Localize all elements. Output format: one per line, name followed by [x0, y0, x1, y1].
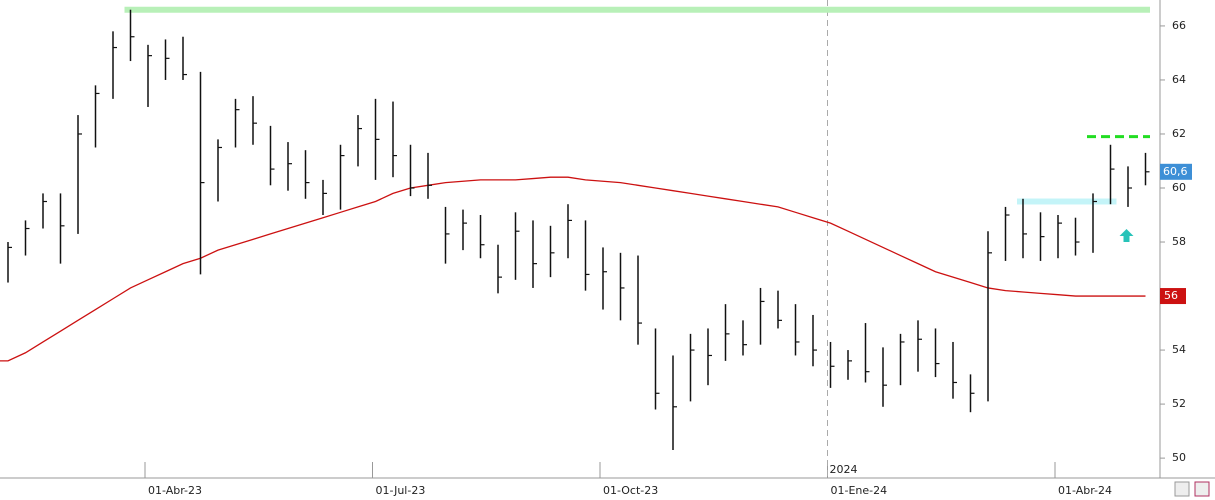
last-price-label: 60,6	[1163, 165, 1188, 178]
last-price-box	[1160, 163, 1192, 180]
x-tick-label: 01-Jul-23	[376, 484, 426, 497]
scale-button[interactable]	[1174, 481, 1190, 497]
y-tick-label: 58	[1172, 235, 1186, 248]
y-tick-label: 66	[1172, 19, 1186, 32]
y-tick-label: 50	[1172, 451, 1186, 464]
x-tick-label: 01-Ene-24	[831, 484, 888, 497]
ma-label: 56	[1164, 289, 1178, 302]
arrow-icon	[1119, 229, 1134, 242]
y-tick-label: 62	[1172, 127, 1186, 140]
y-tick-label: 64	[1172, 73, 1186, 86]
x-tick-label: 01-Abr-24	[1058, 484, 1112, 497]
x-tick-label: 01-Abr-23	[148, 484, 202, 497]
save-button[interactable]	[1194, 481, 1210, 497]
moving-average	[0, 176, 1146, 362]
y-tick-label: 52	[1172, 397, 1186, 410]
y-tick-label: 60	[1172, 181, 1186, 194]
annotation: 2024	[830, 463, 858, 476]
y-tick-label: 54	[1172, 343, 1186, 356]
x-tick-label: 01-Oct-23	[603, 484, 658, 497]
ma-label-box	[1160, 288, 1186, 305]
